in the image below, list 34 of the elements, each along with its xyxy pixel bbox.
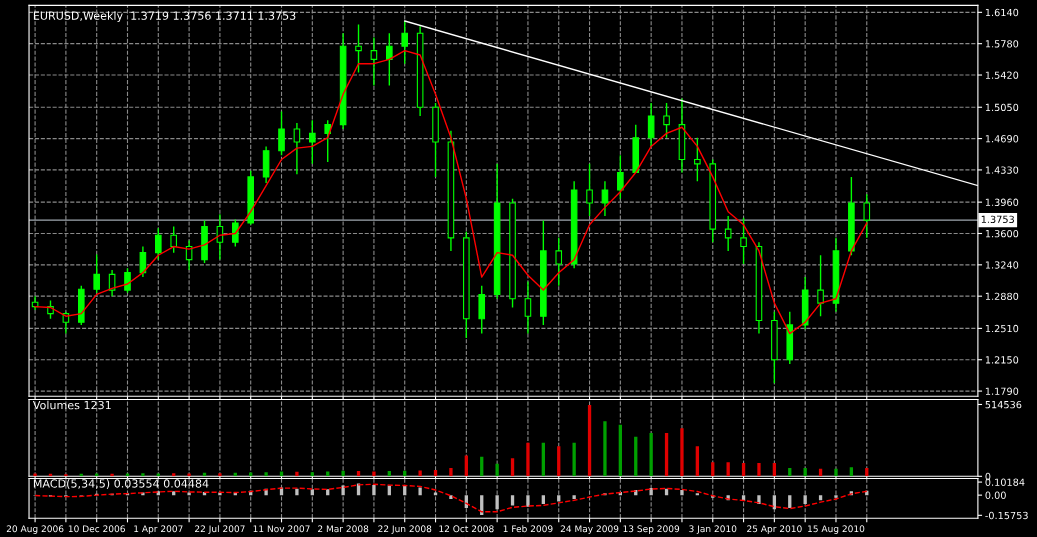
ref-line-label: 1.3753	[981, 215, 1014, 223]
y-tick-label: 1.5780	[985, 40, 1019, 48]
x-tick-label: 10 Dec 2006	[68, 525, 125, 533]
chart-title: MACD(5,34,5) 0.03554 0.04484	[33, 479, 209, 489]
x-tick-label: 12 Oct 2008	[439, 525, 494, 533]
y-tick-label: 1.5420	[985, 71, 1019, 79]
x-tick-label: 3 Jan 2010	[689, 525, 737, 534]
x-tick-label: 15 Aug 2010	[808, 525, 865, 534]
y-tick-label: 1.6140	[985, 8, 1019, 17]
y-tick-label: 514536	[985, 400, 1022, 409]
y-tick-label: -0.15753	[985, 511, 1028, 520]
y-tick-label: 1.4330	[985, 166, 1019, 174]
y-tick-label: 1.2510	[985, 324, 1019, 333]
y-tick-label: 0.00	[985, 491, 1006, 499]
y-tick-label: 1.1790	[985, 387, 1019, 395]
x-tick-label: 22 Jul 2007	[195, 525, 245, 534]
x-tick-label: 25 Apr 2010	[747, 525, 802, 534]
y-tick-label: 1.3240	[985, 261, 1019, 269]
x-tick-label: 2 Mar 2008	[318, 525, 369, 533]
text: EURUSD,Weekly 1.3719 1.3756 1.3711 1.3753	[33, 11, 296, 22]
x-tick-label: 11 Nov 2007	[253, 525, 310, 533]
y-tick-label: 1.3960	[985, 198, 1019, 206]
chart-title: Volumes 1231	[32, 400, 111, 410]
x-tick-label: 22 Jun 2008	[378, 525, 432, 534]
x-tick-label: 13 Sep 2009	[623, 525, 680, 534]
x-tick-label: 1 Feb 2009	[503, 525, 553, 533]
y-tick-label: 1.2880	[985, 292, 1019, 301]
x-tick-label: 1 Apr 2007	[134, 525, 183, 534]
y-tick-label: 1.2150	[985, 356, 1019, 364]
x-tick-label: 24 May 2009	[560, 525, 619, 534]
y-tick-label: 1.5050	[985, 103, 1019, 112]
y-tick-label: 1.4690	[985, 135, 1019, 143]
x-tick-label: 20 Aug 2006	[6, 525, 64, 534]
y-tick-label: 1.3600	[985, 229, 1019, 238]
